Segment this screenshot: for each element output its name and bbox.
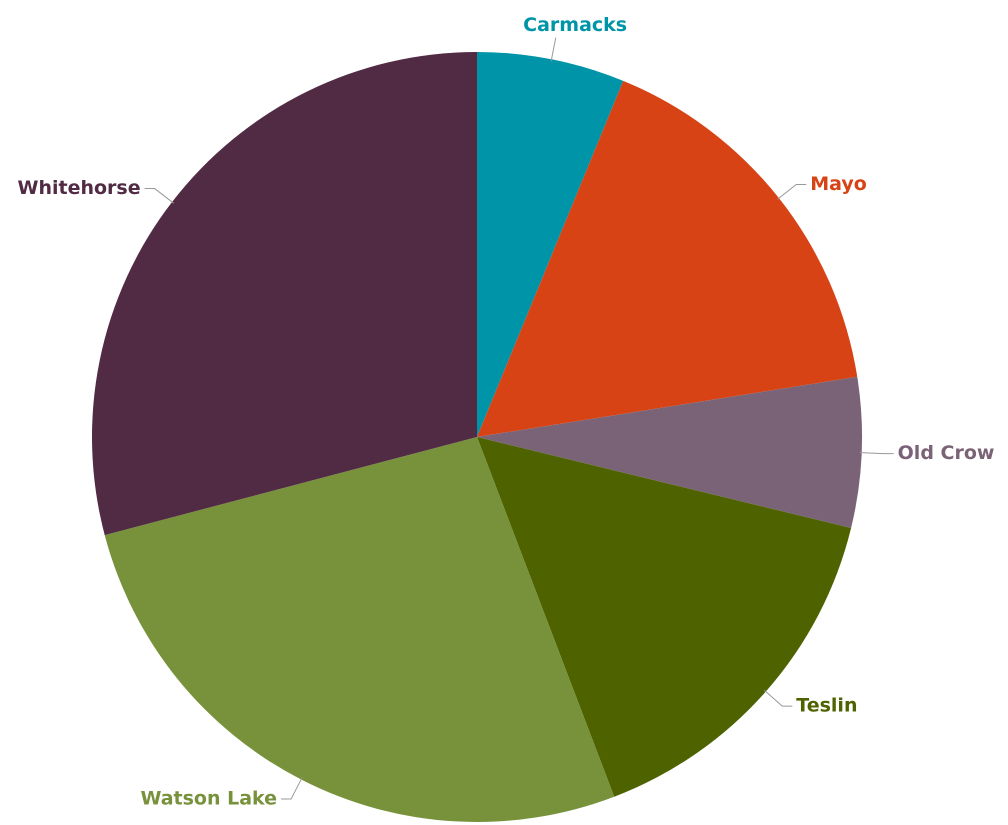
leader-line [777,184,807,200]
pie-slice [477,376,862,529]
leader-line [763,689,793,707]
leader-line [144,188,174,204]
slice-label: Teslin [796,695,857,717]
slice-label: Carmacks [523,14,627,36]
pie-slice [477,52,624,437]
leader-line [859,452,894,455]
leader-line [550,37,557,62]
slice-label: Whitehorse [17,177,140,199]
pie-slice [104,437,615,822]
pie-slice [477,437,852,797]
slice-label: Mayo [810,173,867,195]
slice-label: Old Crow [898,442,995,464]
slice-label: Watson Lake [140,788,277,810]
pie-slice [477,80,858,437]
pie-slice [92,52,477,536]
leader-line [281,777,303,800]
